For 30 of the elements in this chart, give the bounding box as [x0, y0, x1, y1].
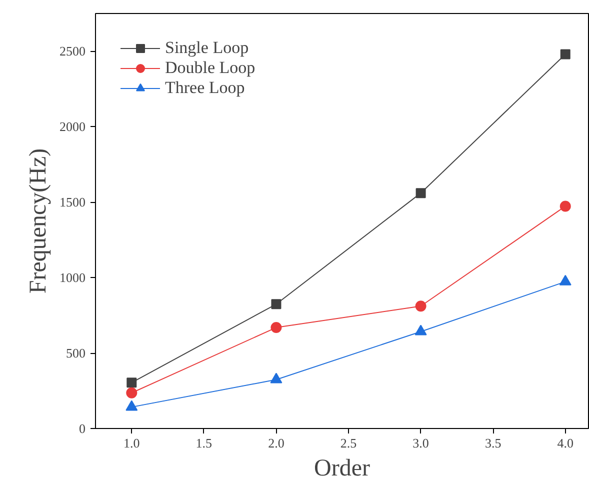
- x-tick-label: 2.5: [340, 436, 357, 450]
- y-tick-label: 1500: [60, 194, 86, 210]
- x-tick-label: 3.5: [484, 436, 502, 450]
- legend-label: Three Loop: [165, 78, 245, 98]
- x-tick-label: 2.0: [268, 436, 284, 450]
- point: [416, 188, 426, 198]
- x-tick-label: 4.0: [557, 436, 574, 450]
- point: [415, 300, 426, 312]
- point: [559, 274, 572, 286]
- legend-label: Single Loop: [165, 38, 249, 58]
- x-tick-label: 3.0: [412, 436, 429, 450]
- y-tick-label: 500: [66, 346, 86, 361]
- point: [414, 324, 427, 336]
- y-axis-title: Frequency(Hz): [26, 148, 52, 294]
- point: [126, 400, 138, 411]
- y-tick-label: 1000: [60, 270, 86, 286]
- point: [560, 49, 570, 60]
- point: [126, 378, 137, 388]
- x-axis-title: Order: [314, 456, 370, 482]
- y-tick-label: 0: [79, 421, 86, 436]
- point: [560, 200, 571, 212]
- legend-label: Double Loop: [165, 58, 256, 78]
- point: [270, 372, 282, 384]
- y-tick-label: 2500: [60, 44, 86, 59]
- point: [271, 299, 282, 310]
- y-tick-label: 2000: [60, 119, 86, 134]
- point: [270, 322, 282, 334]
- x-tick-label: 1.0: [124, 436, 140, 450]
- point: [126, 387, 138, 398]
- x-tick-label: 1.5: [196, 436, 212, 450]
